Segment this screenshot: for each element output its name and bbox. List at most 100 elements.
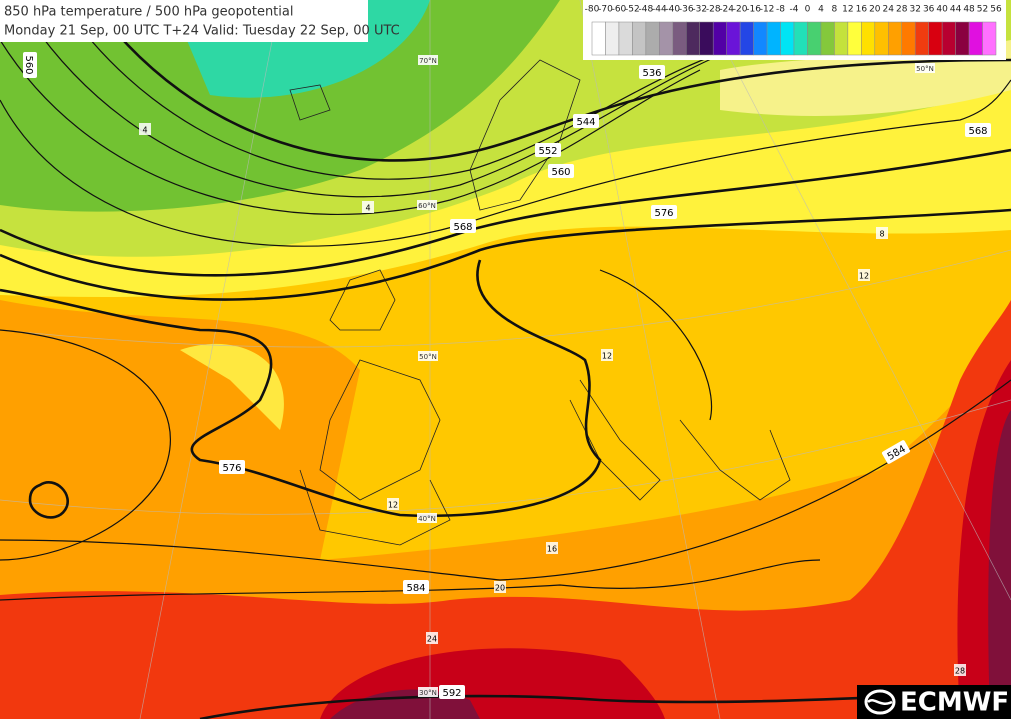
legend-label: -70	[598, 5, 613, 15]
legend-swatch	[941, 21, 956, 56]
legend-swatch	[888, 21, 902, 56]
temperature-label: 12	[388, 501, 398, 510]
temperature-label: 16	[547, 545, 557, 554]
label-box	[601, 349, 613, 361]
legend-swatch	[861, 21, 876, 56]
legend-label: -52	[625, 5, 640, 15]
contour-label: 568	[965, 123, 991, 137]
legend-label: -40	[665, 5, 680, 15]
legend-label: 24	[883, 5, 895, 15]
contour-label: 560	[548, 164, 574, 178]
label-box	[139, 123, 151, 135]
temperature-label: 4	[365, 204, 370, 213]
field-band	[0, 0, 560, 212]
contour-label: 576	[219, 460, 245, 474]
legend-swatch	[982, 21, 997, 56]
geopotential-label: 576	[222, 463, 241, 474]
temperature-label: 20	[495, 584, 505, 593]
map-title: 850 hPa temperature / 500 hPa geopotenti…	[4, 5, 293, 20]
coastline	[289, 84, 331, 121]
meridian	[699, 0, 1011, 601]
legend-swatch	[766, 21, 781, 56]
label-box	[418, 351, 438, 361]
legend-swatch	[659, 21, 674, 56]
legend-swatch	[955, 21, 970, 56]
contour	[0, 79, 1011, 247]
legend-label: 16	[856, 5, 868, 15]
legend-label: -44	[652, 5, 667, 15]
legend-label: -36	[679, 5, 694, 15]
legend-swatch	[739, 21, 754, 56]
temperature-label: 12	[859, 272, 869, 281]
legend-swatch	[847, 21, 862, 56]
contour	[0, 259, 602, 518]
label-box	[418, 687, 438, 697]
label-box	[450, 219, 476, 233]
legend-swatch	[753, 21, 768, 56]
label-box	[876, 227, 888, 239]
legend-label: -80	[585, 5, 600, 15]
label-box	[403, 580, 429, 594]
logo-icon	[867, 699, 893, 705]
parallel	[0, 399, 1011, 515]
temperature-label: 24	[427, 635, 437, 644]
latitude-label: 70°N	[419, 57, 437, 65]
legend-label: -16	[746, 5, 761, 15]
legend-swatch	[928, 21, 943, 56]
label-box	[23, 52, 37, 78]
map-labels: 5365445525605685765765845845925685604481…	[23, 52, 991, 699]
label-box	[639, 65, 665, 79]
contour-label: 584	[403, 580, 429, 594]
contour	[88, 0, 1011, 162]
legend-label: 28	[896, 5, 908, 15]
legend-swatch	[686, 21, 700, 56]
legend-swatch	[820, 21, 835, 56]
legend-label: -48	[639, 5, 654, 15]
label-box	[573, 114, 599, 128]
label-box	[881, 440, 911, 464]
contour-label: 576	[651, 205, 677, 219]
latitude-label: 60°N	[418, 202, 436, 210]
contour-label: 592	[439, 685, 465, 699]
legend-label: 0	[805, 5, 811, 15]
label-box	[915, 63, 935, 73]
contour-label: 552	[535, 143, 561, 157]
parallel	[0, 249, 1011, 348]
geopotential-label: 568	[453, 222, 472, 233]
legend-swatch	[726, 21, 741, 56]
legend-label: -4	[790, 5, 799, 15]
logo-icon	[864, 689, 896, 715]
geopotential-label: 592	[442, 688, 461, 699]
label-box	[362, 201, 374, 213]
legend-label: 56	[990, 5, 1002, 15]
coastline	[319, 359, 441, 501]
legend-swatch	[618, 21, 633, 56]
contour	[0, 559, 821, 601]
contour-label: 536	[639, 65, 665, 79]
legend-swatch	[901, 21, 916, 56]
contour	[599, 269, 712, 421]
legend-label: 12	[842, 5, 853, 15]
contour	[59, 0, 761, 180]
legend-label: 32	[909, 5, 920, 15]
coastline	[469, 59, 581, 211]
legend-swatch	[672, 21, 687, 56]
geopotential-label: 552	[538, 146, 557, 157]
legend-label: -8	[776, 5, 785, 15]
contour-label: 568	[450, 219, 476, 233]
latitude-label: 40°N	[418, 515, 436, 523]
legend-label: 8	[832, 5, 838, 15]
legend-label: 4	[818, 5, 824, 15]
contour-label: 560	[23, 52, 37, 78]
label-box	[858, 269, 870, 281]
legend-swatch	[605, 21, 620, 56]
legend-swatch	[780, 21, 795, 56]
label-box	[219, 460, 245, 474]
legend-label: 40	[936, 5, 948, 15]
label-box	[965, 123, 991, 137]
legend-swatch	[793, 21, 808, 56]
meridian	[579, 0, 721, 719]
geopotential-label: 560	[23, 55, 34, 74]
